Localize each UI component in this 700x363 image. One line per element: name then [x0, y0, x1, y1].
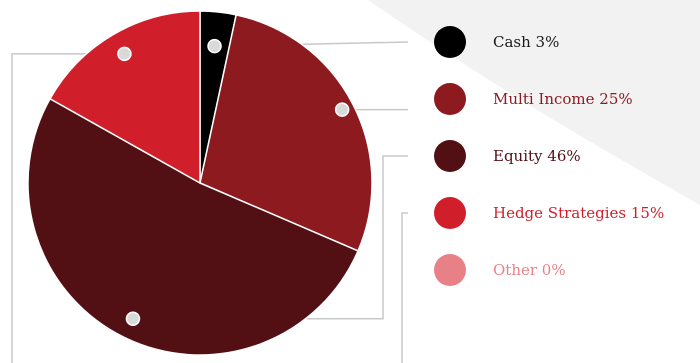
legend-swatch-2	[434, 140, 466, 172]
legend-label-3: Hedge Strategies 15%	[493, 204, 664, 222]
legend-swatch-0	[434, 26, 466, 58]
leader-dot-1	[334, 102, 350, 117]
legend-label-0: Cash 3%	[493, 33, 559, 51]
pie-slices	[27, 10, 373, 356]
leader-dots	[117, 38, 350, 326]
leader-dot-0	[207, 38, 222, 54]
pie-slice-1	[199, 13, 373, 252]
legend-label-4: Other 0%	[493, 261, 566, 279]
pie-slice-2	[27, 97, 360, 356]
leader-dot-3	[117, 46, 132, 62]
legend: Cash 3% Multi Income 25% Equity 46% Hedge S…	[434, 26, 664, 286]
legend-label-1: Multi Income 25%	[493, 90, 633, 108]
leader-line-4	[401, 212, 408, 363]
legend-swatch-1	[434, 83, 466, 115]
legend-swatch-4	[434, 254, 466, 286]
leader-dot-2	[125, 311, 141, 326]
legend-label-2: Equity 46%	[493, 147, 581, 165]
pie-slice-3	[49, 10, 201, 185]
legend-swatch-3	[434, 197, 466, 229]
